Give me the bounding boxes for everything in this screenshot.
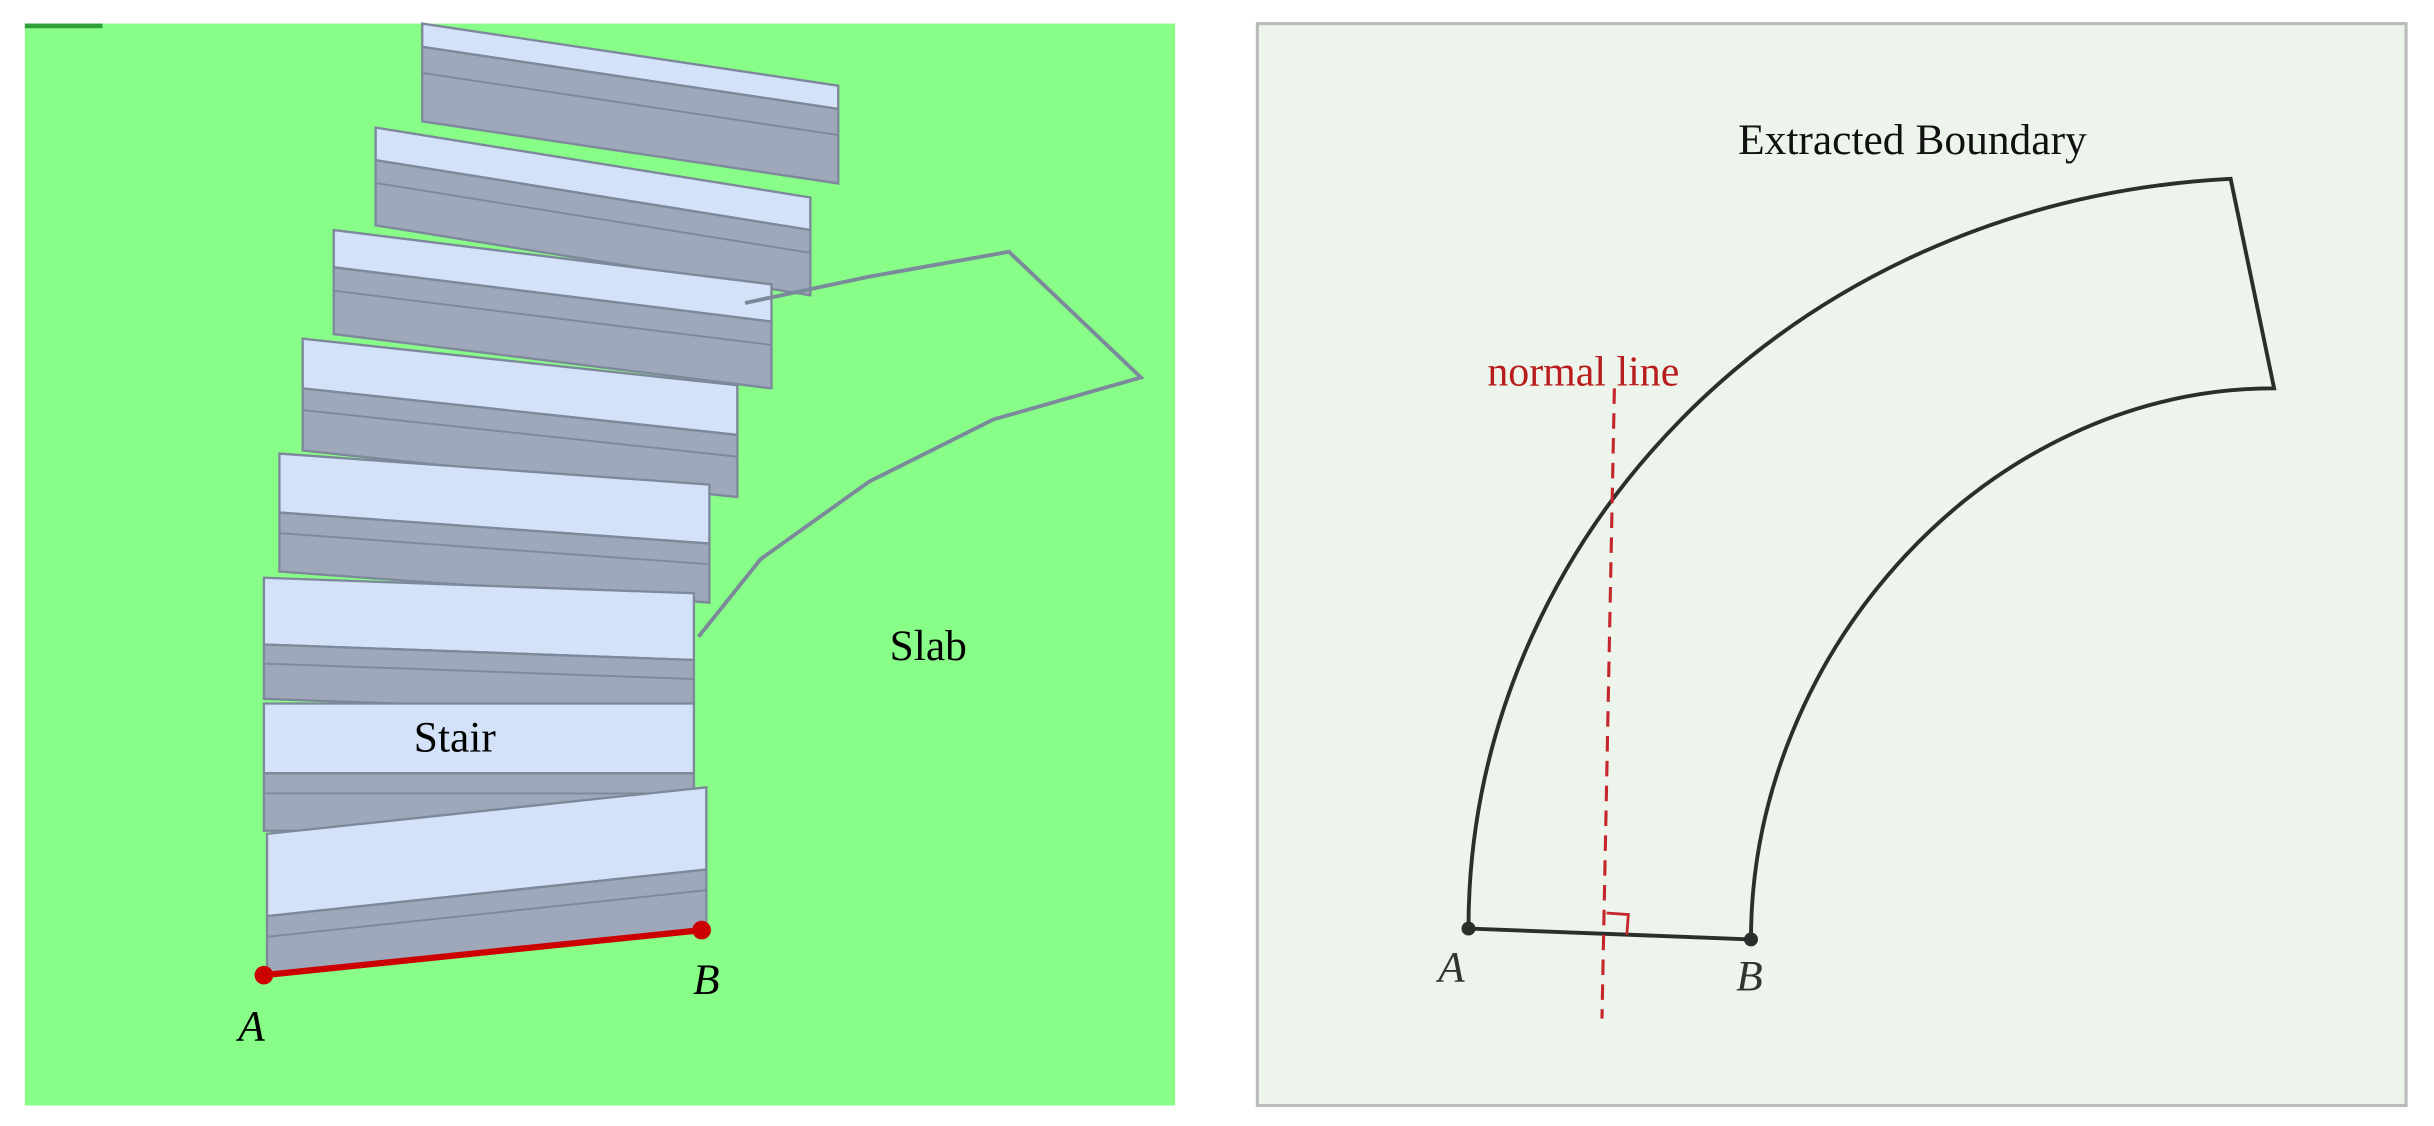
stair-nosing <box>302 409 738 458</box>
stair-nosing <box>263 662 694 680</box>
label-a: A <box>235 1002 265 1050</box>
point-b <box>692 920 711 940</box>
stair-riser <box>301 387 739 499</box>
stair-nosing <box>279 532 710 566</box>
boundary-title: Extracted Boundary <box>1738 116 2087 164</box>
point-a-right <box>1461 921 1476 936</box>
stair-nosing <box>422 72 839 136</box>
point-b-right <box>1744 932 1758 947</box>
stair-riser <box>374 158 812 297</box>
stair-riser <box>332 265 773 390</box>
label-b-right: B <box>1736 953 1763 1001</box>
label-a-right: A <box>1435 943 1465 991</box>
slab-outline <box>697 249 1145 638</box>
stair-nosing <box>266 889 707 938</box>
stair-riser <box>278 511 711 604</box>
right-angle-mark <box>1606 911 1630 935</box>
normal-line <box>1600 388 1616 1019</box>
stair-riser <box>421 45 840 185</box>
boundary <box>1466 176 2277 942</box>
normal-line-label: normal line <box>1487 349 1679 395</box>
right-panel-bg <box>1255 22 2408 1108</box>
stair-label: Stair <box>414 714 497 762</box>
corner-mark <box>24 23 103 29</box>
stair-nosing <box>375 182 811 254</box>
stairs <box>262 22 840 977</box>
edge-ab <box>263 927 702 979</box>
slab-label: Slab <box>890 622 967 670</box>
stair-nosing <box>333 289 772 346</box>
label-b: B <box>693 956 720 1004</box>
point-a <box>254 965 274 985</box>
